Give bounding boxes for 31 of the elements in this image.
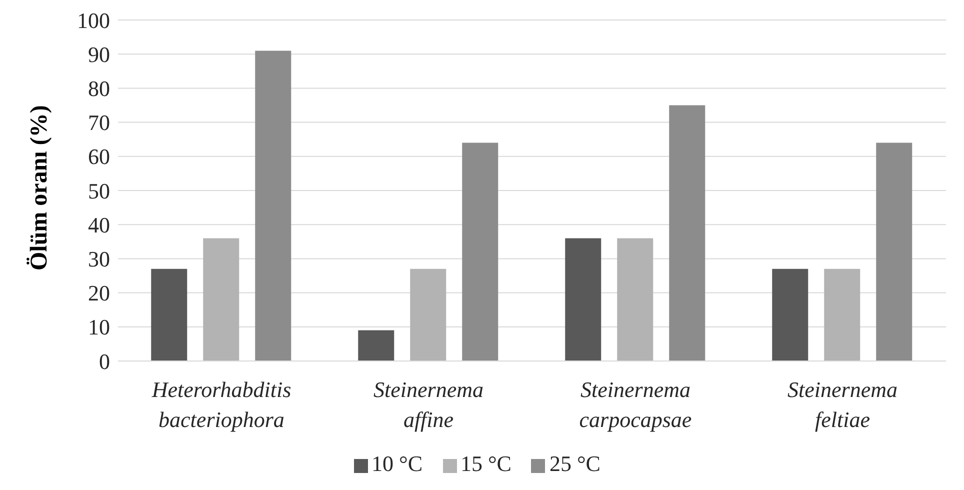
bar bbox=[151, 268, 188, 361]
legend-label: 25 °C bbox=[549, 451, 600, 476]
y-tick-label: 80 bbox=[88, 76, 110, 102]
bar bbox=[462, 142, 498, 361]
y-tick-label: 70 bbox=[88, 110, 110, 136]
bar bbox=[358, 330, 394, 361]
y-tick-label: 20 bbox=[88, 280, 110, 306]
bar bbox=[617, 238, 654, 361]
bar bbox=[203, 238, 240, 361]
legend-label: 10 °C bbox=[372, 451, 422, 476]
y-tick-label: 30 bbox=[88, 246, 110, 272]
y-tick-label: 50 bbox=[88, 178, 110, 204]
y-tick-label: 90 bbox=[88, 42, 110, 67]
y-tick-label: 0 bbox=[99, 348, 110, 374]
bar bbox=[669, 105, 706, 361]
y-tick-label: 60 bbox=[88, 144, 110, 170]
y-tick-label: 40 bbox=[88, 212, 110, 238]
bar bbox=[824, 268, 860, 361]
y-tick-label: 10 bbox=[88, 314, 110, 340]
x-tick-label: Steinernema carpocapsae bbox=[579, 377, 692, 432]
bar bbox=[876, 142, 912, 361]
x-tick-label: Steinernema affine bbox=[374, 377, 484, 432]
bar bbox=[255, 50, 292, 361]
bar bbox=[565, 238, 602, 361]
y-tick-label: 100 bbox=[77, 8, 110, 33]
bar bbox=[410, 268, 446, 361]
y-axis-title: Ölüm oranı (%) bbox=[26, 105, 53, 270]
legend-label: 15 °C bbox=[460, 451, 512, 476]
x-tick-label: Heterorhabditis bacteriophora bbox=[150, 377, 292, 432]
bar bbox=[772, 268, 808, 361]
x-tick-label: Steinernema feltiae bbox=[788, 377, 898, 432]
